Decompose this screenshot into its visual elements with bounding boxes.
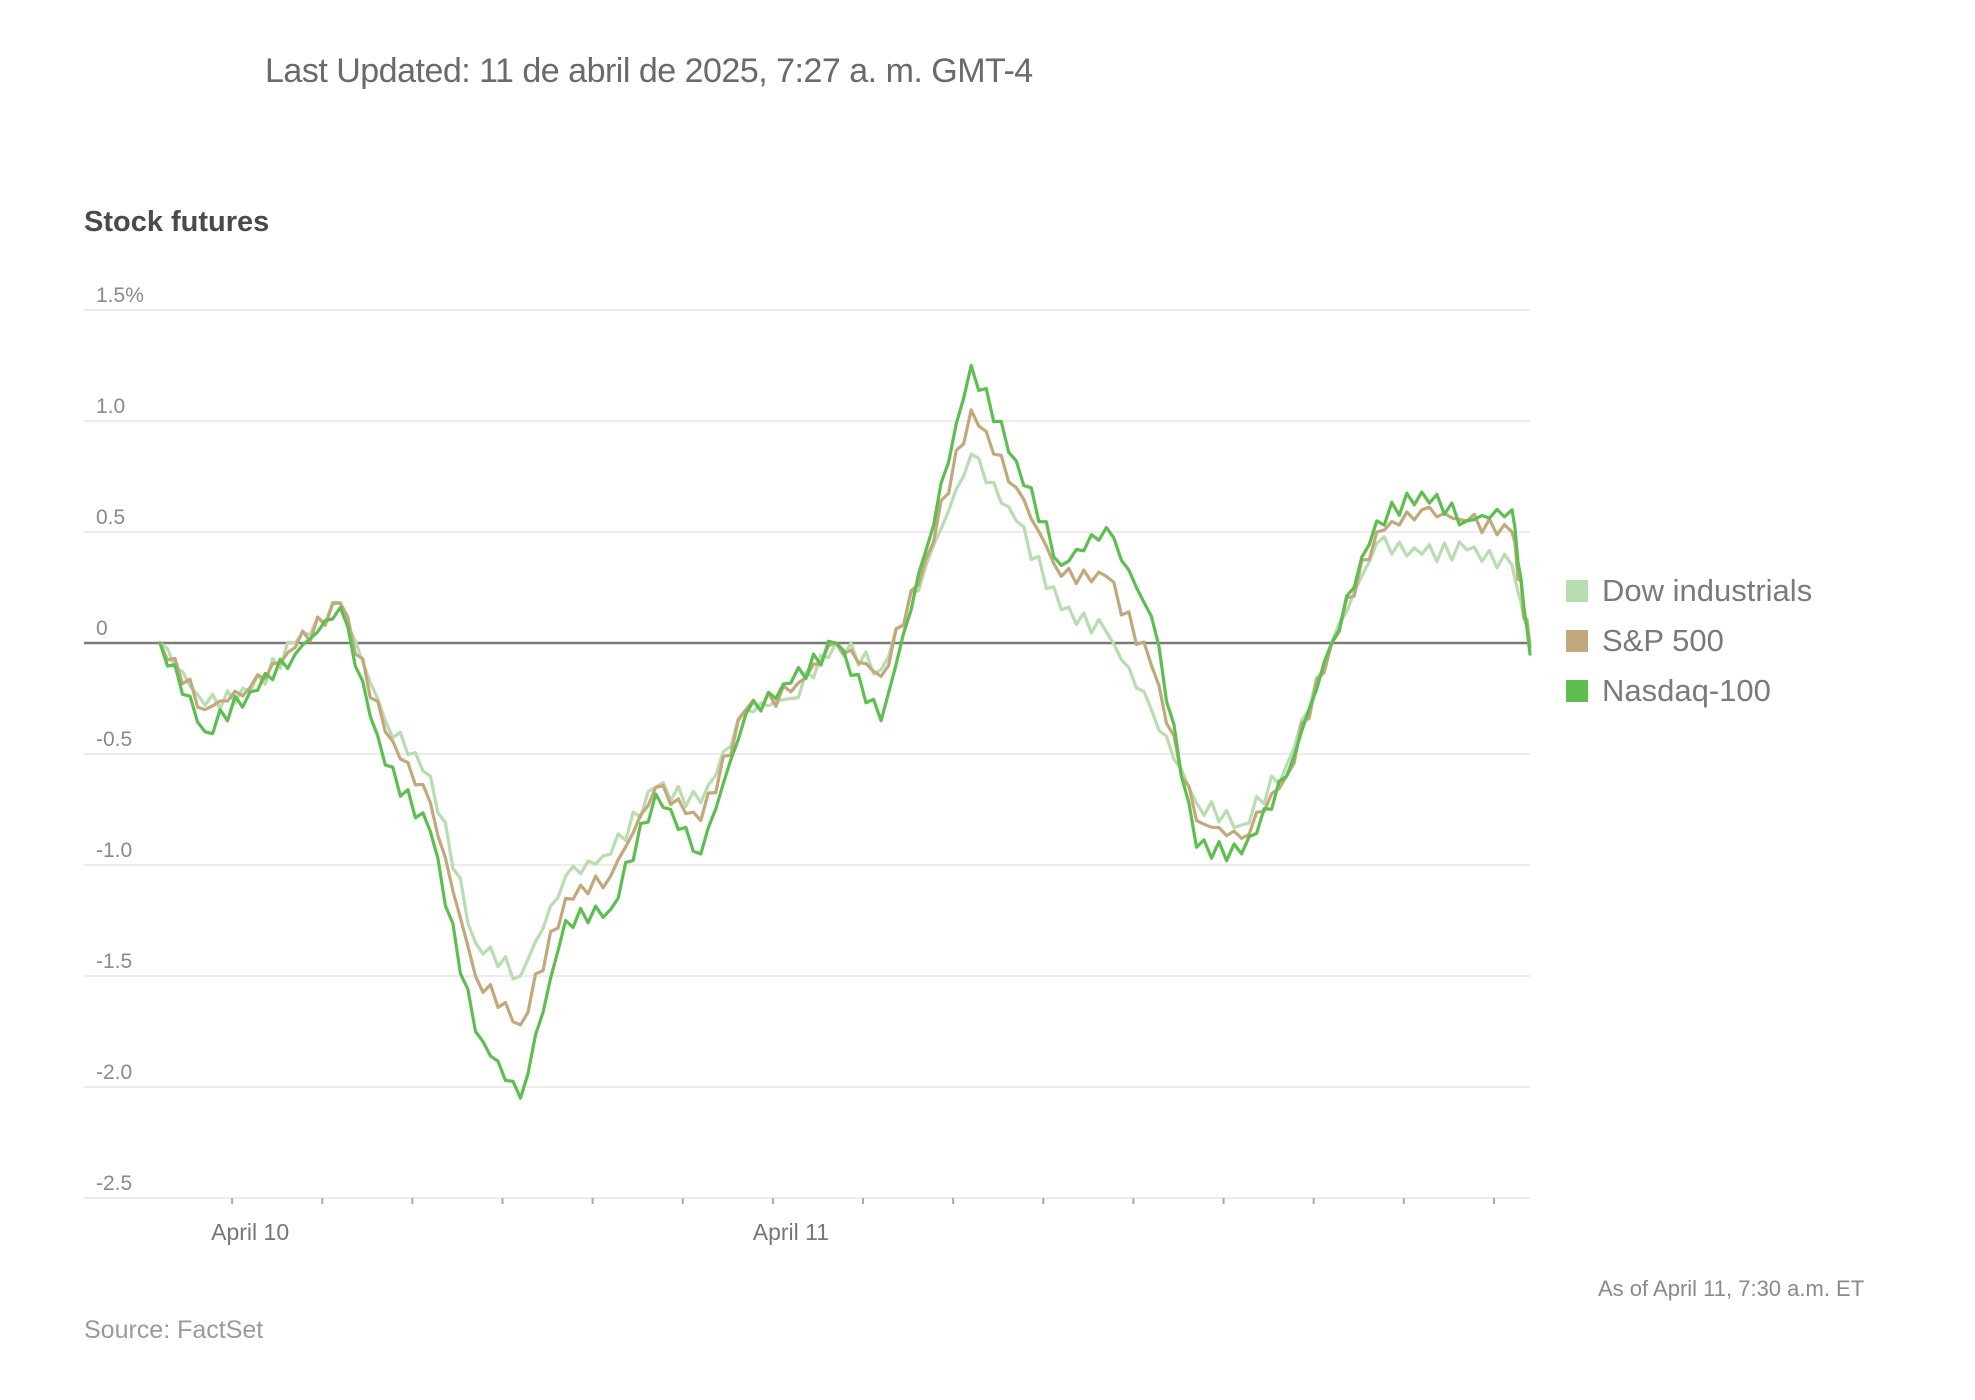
y-tick-label: 1.5% bbox=[96, 284, 144, 307]
legend-item-nasdaq: Nasdaq-100 bbox=[1566, 666, 1812, 716]
y-tick-label: -0.5 bbox=[96, 728, 132, 751]
y-tick-label: -1.0 bbox=[96, 839, 132, 862]
legend-label-sp500: S&P 500 bbox=[1602, 623, 1724, 658]
y-tick-label: 0 bbox=[96, 617, 108, 640]
series-line-dow bbox=[158, 452, 1532, 981]
y-tick-label: -2.0 bbox=[96, 1061, 132, 1084]
legend-swatch-nasdaq bbox=[1566, 680, 1588, 702]
legend-label-dow: Dow industrials bbox=[1602, 573, 1813, 608]
y-tick-label: -2.5 bbox=[96, 1172, 132, 1195]
legend-item-dow: Dow industrials bbox=[1566, 566, 1812, 616]
y-tick-label: 1.0 bbox=[96, 395, 125, 418]
as-of-note: As of April 11, 7:30 a.m. ET bbox=[1598, 1276, 1865, 1301]
source-note: Source: FactSet bbox=[84, 1316, 264, 1344]
y-tick-labels: 1.5% 1.0 0.5 0 -0.5 -1.0 -1.5 -2.0 -2.5 bbox=[96, 284, 144, 1195]
x-axis: April 10 April 11 bbox=[211, 1198, 1495, 1245]
legend-swatch-sp500 bbox=[1566, 630, 1588, 652]
x-tick-label: April 11 bbox=[753, 1219, 829, 1245]
y-tick-label: -1.5 bbox=[96, 950, 132, 973]
legend-item-sp500: S&P 500 bbox=[1566, 616, 1812, 666]
series-line-sp500 bbox=[158, 408, 1532, 1027]
grid-lines bbox=[84, 309, 1530, 1199]
series-line-nasdaq bbox=[158, 363, 1532, 1100]
chart-title: Stock futures bbox=[84, 206, 270, 238]
y-tick-label: 0.5 bbox=[96, 506, 125, 529]
x-tick-label: April 10 bbox=[211, 1219, 289, 1245]
last-updated-text: Last Updated: 11 de abril de 2025, 7:27 … bbox=[265, 52, 1033, 90]
legend-label-nasdaq: Nasdaq-100 bbox=[1602, 673, 1771, 708]
legend-swatch-dow bbox=[1566, 580, 1588, 602]
legend: Dow industrials S&P 500 Nasdaq-100 bbox=[1566, 566, 1812, 716]
series-lines bbox=[158, 363, 1532, 1100]
